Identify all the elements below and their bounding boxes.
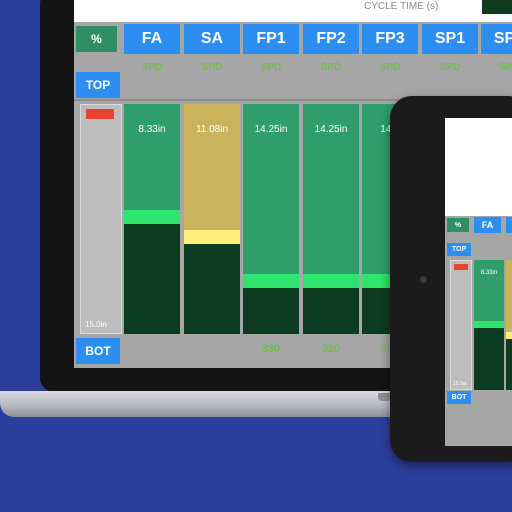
- tablet-level-scale: 15.0in: [450, 260, 472, 390]
- scale-label: 15.0in: [85, 320, 107, 329]
- column-bottom-value: 320: [321, 343, 341, 355]
- scale-alarm-marker: [86, 109, 114, 119]
- column-upper-fill: [124, 104, 180, 210]
- laptop-hinge-notch: [378, 393, 394, 401]
- speed-indicator: SPD: [260, 62, 282, 73]
- level-marker-band: [303, 274, 359, 288]
- column-lower-fill: [243, 288, 299, 334]
- column-header-fp2[interactable]: FP2: [303, 24, 359, 54]
- column-header-fp3[interactable]: FP3: [362, 24, 418, 54]
- column-value: 8.33in: [138, 124, 166, 135]
- tablet-level-column-fa[interactable]: 8.33in: [474, 260, 504, 390]
- speed-indicator: SPD: [320, 62, 342, 73]
- column-value: 11.08in: [195, 124, 229, 135]
- tablet-percent-toggle[interactable]: %: [447, 218, 469, 232]
- tablet-top-button[interactable]: TOP: [447, 243, 471, 256]
- tablet-column-header-fa[interactable]: FA: [474, 217, 501, 233]
- tablet-level-column-sa[interactable]: [506, 260, 512, 390]
- column-lower-fill: [506, 339, 512, 390]
- column-upper-fill: [184, 104, 240, 230]
- level-marker-band: [506, 332, 512, 339]
- column-value: 14.25in: [314, 124, 348, 135]
- top-button[interactable]: TOP: [76, 72, 120, 98]
- level-marker-band: [124, 210, 180, 224]
- column-value: 14.25in: [254, 124, 288, 135]
- tablet-column-header-sa[interactable]: SA: [506, 217, 512, 233]
- speed-indicator: SPD: [439, 62, 461, 73]
- cycle-time-label: CYCLE TIME (s): [364, 1, 439, 12]
- level-column-fa[interactable]: 8.33in: [124, 104, 180, 334]
- column-header-sp2[interactable]: SP2: [481, 24, 512, 54]
- column-upper-fill: [506, 260, 512, 332]
- column-upper-fill: [303, 104, 359, 274]
- level-marker-band: [474, 321, 504, 328]
- speed-indicator: SPD: [498, 62, 512, 73]
- column-bottom-value: 330: [261, 343, 281, 355]
- column-lower-fill: [474, 328, 504, 390]
- cycle-time-display: [482, 0, 512, 14]
- level-column-fp1[interactable]: 14.25in: [243, 104, 299, 334]
- tablet-camera: [420, 276, 427, 283]
- speed-indicator: SPD: [201, 62, 223, 73]
- tablet-scale-alarm-marker: [454, 264, 468, 270]
- column-header-fa[interactable]: FA: [124, 24, 180, 54]
- tablet-screen: % FA SA TOP 15.0in 8.33in BOT: [445, 118, 512, 446]
- column-lower-fill: [303, 288, 359, 334]
- bottom-button[interactable]: BOT: [76, 338, 120, 364]
- level-column-fp2[interactable]: 14.25in: [303, 104, 359, 334]
- tablet-scale-label: 15.0in: [453, 381, 467, 387]
- column-lower-fill: [184, 244, 240, 334]
- level-marker-band: [184, 230, 240, 244]
- column-upper-fill: [474, 260, 504, 321]
- cycle-time-bar: CYCLE TIME (s): [74, 0, 512, 22]
- level-marker-band: [243, 274, 299, 288]
- level-scale: 15.0in: [80, 104, 122, 334]
- tablet-bottom-button[interactable]: BOT: [447, 391, 471, 404]
- percent-toggle[interactable]: %: [76, 26, 117, 52]
- speed-indicator: SPD: [141, 62, 163, 73]
- column-header-sp1[interactable]: SP1: [422, 24, 478, 54]
- column-header-sa[interactable]: SA: [184, 24, 240, 54]
- speed-indicator: SPD: [379, 62, 401, 73]
- column-lower-fill: [124, 224, 180, 334]
- column-upper-fill: [243, 104, 299, 274]
- level-column-sa[interactable]: 11.08in: [184, 104, 240, 334]
- column-header-fp1[interactable]: FP1: [243, 24, 299, 54]
- row-divider: [74, 99, 512, 101]
- column-value: 8.33in: [480, 270, 498, 276]
